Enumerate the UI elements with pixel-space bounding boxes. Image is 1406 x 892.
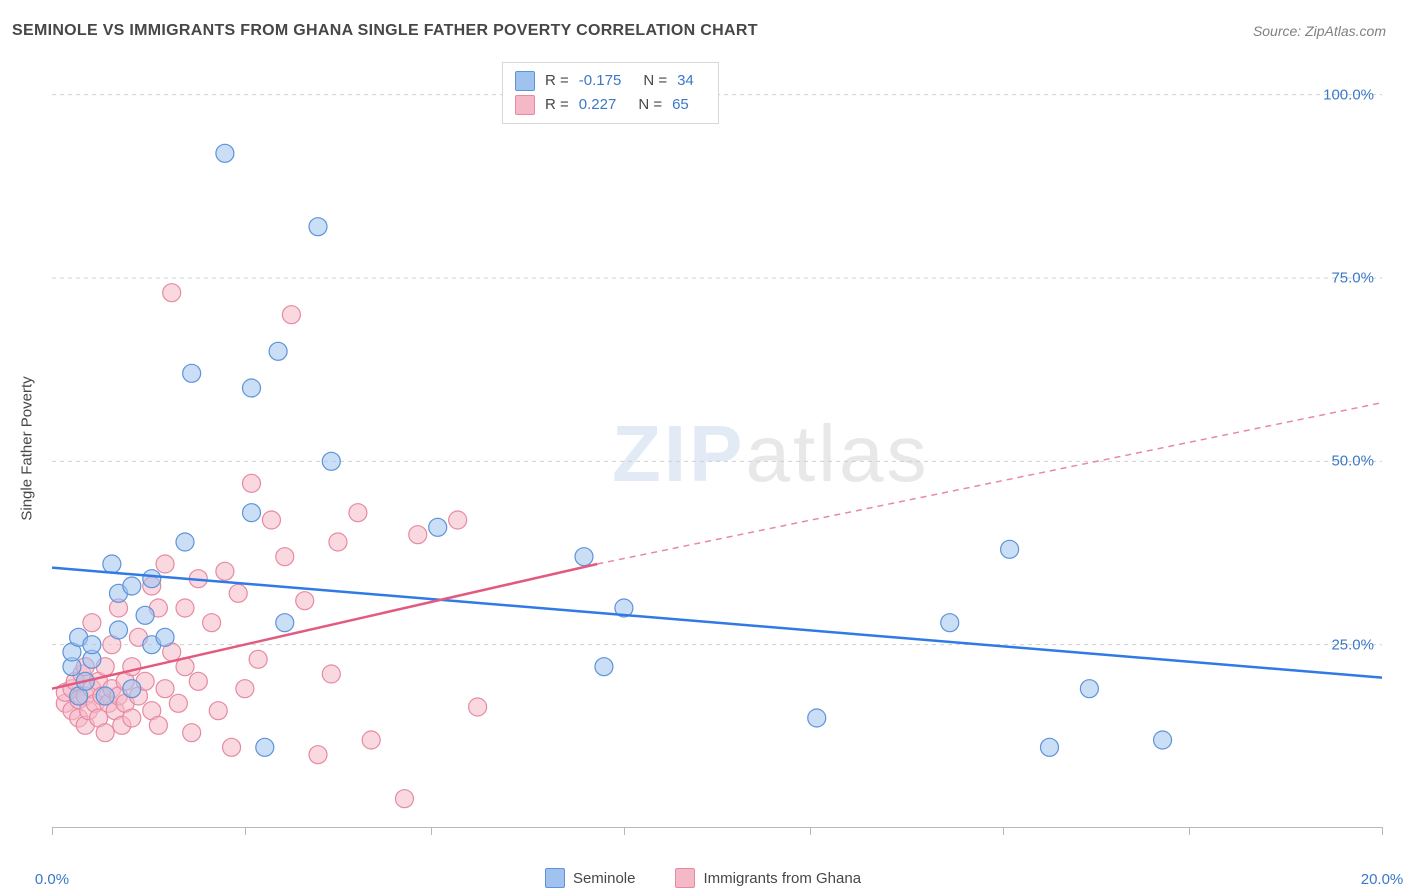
- x-tick: [1382, 827, 1383, 835]
- data-point-ghana: [309, 746, 327, 764]
- n-label: N =: [638, 93, 662, 117]
- data-point-seminole: [110, 621, 128, 639]
- data-point-seminole: [941, 614, 959, 632]
- y-tick-label: 100.0%: [1323, 86, 1374, 103]
- data-point-seminole: [1080, 680, 1098, 698]
- r-label: R =: [545, 93, 569, 117]
- data-point-seminole: [595, 658, 613, 676]
- data-point-ghana: [203, 614, 221, 632]
- data-point-seminole: [243, 504, 261, 522]
- y-tick-label: 25.0%: [1331, 636, 1374, 653]
- data-point-seminole: [183, 364, 201, 382]
- data-point-ghana: [262, 511, 280, 529]
- data-point-seminole: [1041, 738, 1059, 756]
- x-tick: [431, 827, 432, 835]
- x-tick: [245, 827, 246, 835]
- y-tick-label: 75.0%: [1331, 270, 1374, 287]
- source-attribution: Source: ZipAtlas.com: [1253, 23, 1386, 39]
- x-tick: [624, 827, 625, 835]
- r-value-seminole: -0.175: [579, 69, 622, 93]
- data-point-ghana: [249, 650, 267, 668]
- data-point-ghana: [189, 672, 207, 690]
- data-point-ghana: [156, 680, 174, 698]
- data-point-ghana: [229, 584, 247, 602]
- data-point-ghana: [296, 592, 314, 610]
- x-tick: [810, 827, 811, 835]
- plot-area: ZIPatlas R = -0.175 N = 34 R = 0.227 N =…: [52, 58, 1382, 828]
- data-point-seminole: [143, 570, 161, 588]
- data-point-ghana: [176, 599, 194, 617]
- data-point-seminole: [309, 218, 327, 236]
- legend-label-ghana: Immigrants from Ghana: [703, 870, 861, 887]
- swatch-seminole-bottom: [545, 868, 565, 888]
- data-point-seminole: [575, 548, 593, 566]
- data-point-ghana: [409, 526, 427, 544]
- data-point-seminole: [156, 628, 174, 646]
- data-point-ghana: [329, 533, 347, 551]
- data-point-seminole: [276, 614, 294, 632]
- data-point-seminole: [96, 687, 114, 705]
- data-point-ghana: [183, 724, 201, 742]
- data-point-ghana: [216, 562, 234, 580]
- n-value-ghana: 65: [672, 93, 689, 117]
- y-axis-label: Single Father Poverty: [19, 376, 36, 520]
- legend-item-ghana: Immigrants from Ghana: [675, 868, 861, 888]
- swatch-ghana-bottom: [675, 868, 695, 888]
- swatch-seminole: [515, 71, 535, 91]
- r-label: R =: [545, 69, 569, 93]
- data-point-seminole: [176, 533, 194, 551]
- data-point-ghana: [163, 284, 181, 302]
- data-point-ghana: [236, 680, 254, 698]
- data-point-seminole: [103, 555, 121, 573]
- x-tick: [1189, 827, 1190, 835]
- legend-row-seminole: R = -0.175 N = 34: [515, 69, 706, 93]
- legend-label-seminole: Seminole: [573, 870, 636, 887]
- data-point-seminole: [269, 342, 287, 360]
- data-point-seminole: [429, 518, 447, 536]
- data-point-seminole: [216, 144, 234, 162]
- data-point-seminole: [123, 680, 141, 698]
- correlation-legend: R = -0.175 N = 34 R = 0.227 N = 65: [502, 62, 719, 124]
- data-point-ghana: [469, 698, 487, 716]
- data-point-ghana: [449, 511, 467, 529]
- data-point-seminole: [322, 452, 340, 470]
- data-point-ghana: [209, 702, 227, 720]
- data-point-seminole: [256, 738, 274, 756]
- data-point-seminole: [83, 636, 101, 654]
- trend-line: [597, 403, 1382, 564]
- legend-row-ghana: R = 0.227 N = 65: [515, 93, 706, 117]
- data-point-seminole: [808, 709, 826, 727]
- data-point-ghana: [362, 731, 380, 749]
- data-point-seminole: [123, 577, 141, 595]
- data-point-ghana: [123, 709, 141, 727]
- swatch-ghana: [515, 95, 535, 115]
- data-point-ghana: [349, 504, 367, 522]
- data-point-seminole: [243, 379, 261, 397]
- x-tick: [52, 827, 53, 835]
- chart-title: SEMINOLE VS IMMIGRANTS FROM GHANA SINGLE…: [12, 22, 758, 40]
- series-legend: Seminole Immigrants from Ghana: [0, 868, 1406, 888]
- n-label: N =: [643, 69, 667, 93]
- data-point-ghana: [83, 614, 101, 632]
- header-row: SEMINOLE VS IMMIGRANTS FROM GHANA SINGLE…: [12, 22, 1386, 40]
- x-tick: [1003, 827, 1004, 835]
- r-value-ghana: 0.227: [579, 93, 617, 117]
- data-point-seminole: [1154, 731, 1172, 749]
- data-point-ghana: [243, 474, 261, 492]
- data-point-ghana: [223, 738, 241, 756]
- legend-item-seminole: Seminole: [545, 868, 636, 888]
- n-value-seminole: 34: [677, 69, 694, 93]
- data-point-seminole: [1001, 540, 1019, 558]
- data-point-ghana: [156, 555, 174, 573]
- y-tick-label: 50.0%: [1331, 453, 1374, 470]
- data-point-ghana: [282, 306, 300, 324]
- data-point-ghana: [322, 665, 340, 683]
- data-point-ghana: [395, 790, 413, 808]
- data-point-ghana: [169, 694, 187, 712]
- data-point-ghana: [149, 716, 167, 734]
- chart-svg: [52, 58, 1382, 827]
- data-point-ghana: [96, 724, 114, 742]
- data-point-seminole: [136, 606, 154, 624]
- data-point-ghana: [276, 548, 294, 566]
